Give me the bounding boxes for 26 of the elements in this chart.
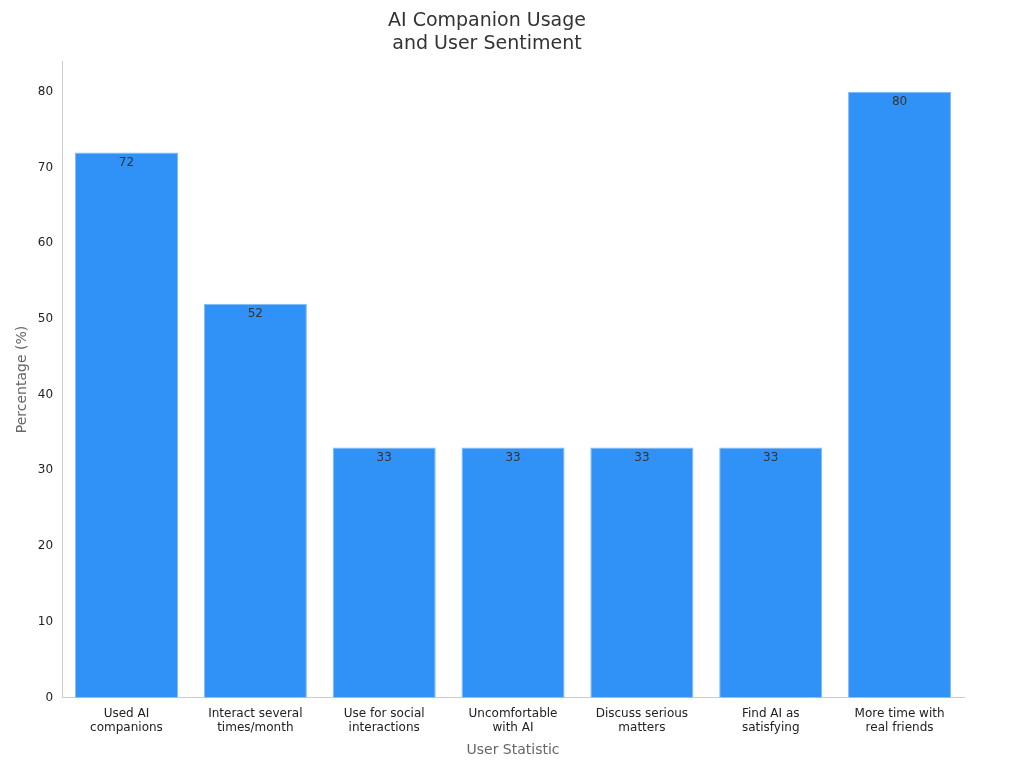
y-tick-label: 70 <box>37 159 54 174</box>
y-tick-label: 60 <box>37 235 54 250</box>
x-tick-label: Discuss serious matters <box>595 705 689 735</box>
data-label: 72 <box>118 154 135 169</box>
y-tick-label: 40 <box>37 386 54 401</box>
x-axis-title: User Statistic <box>466 741 560 758</box>
x-tick-label: Use for social interactions <box>343 705 425 735</box>
y-tick-label: 0 <box>45 689 54 704</box>
data-label: 33 <box>376 449 392 464</box>
x-tick-label: Used AI companions <box>90 705 163 735</box>
x-tick-label: More time with real friends <box>854 705 945 735</box>
data-label: 33 <box>505 449 521 464</box>
data-label: 33 <box>634 449 650 464</box>
chart-title: AI Companion Usage and User Sentiment <box>388 8 586 54</box>
x-tick-label: Interact several times/month <box>208 705 303 735</box>
y-tick-label: 20 <box>37 538 54 553</box>
y-tick-label: 80 <box>37 84 54 98</box>
y-tick-label: 50 <box>37 311 54 326</box>
y-tick-label: 10 <box>37 613 54 628</box>
y-tick-label: 30 <box>37 462 54 477</box>
data-label: 52 <box>247 305 263 320</box>
x-tick-label: Find AI as satisfying <box>741 705 800 735</box>
y-axis-title: Percentage (%) <box>13 325 30 434</box>
x-tick-label: Uncomfortable with AI <box>468 705 558 735</box>
data-label: 80 <box>891 94 908 108</box>
data-label: 33 <box>763 449 779 464</box>
